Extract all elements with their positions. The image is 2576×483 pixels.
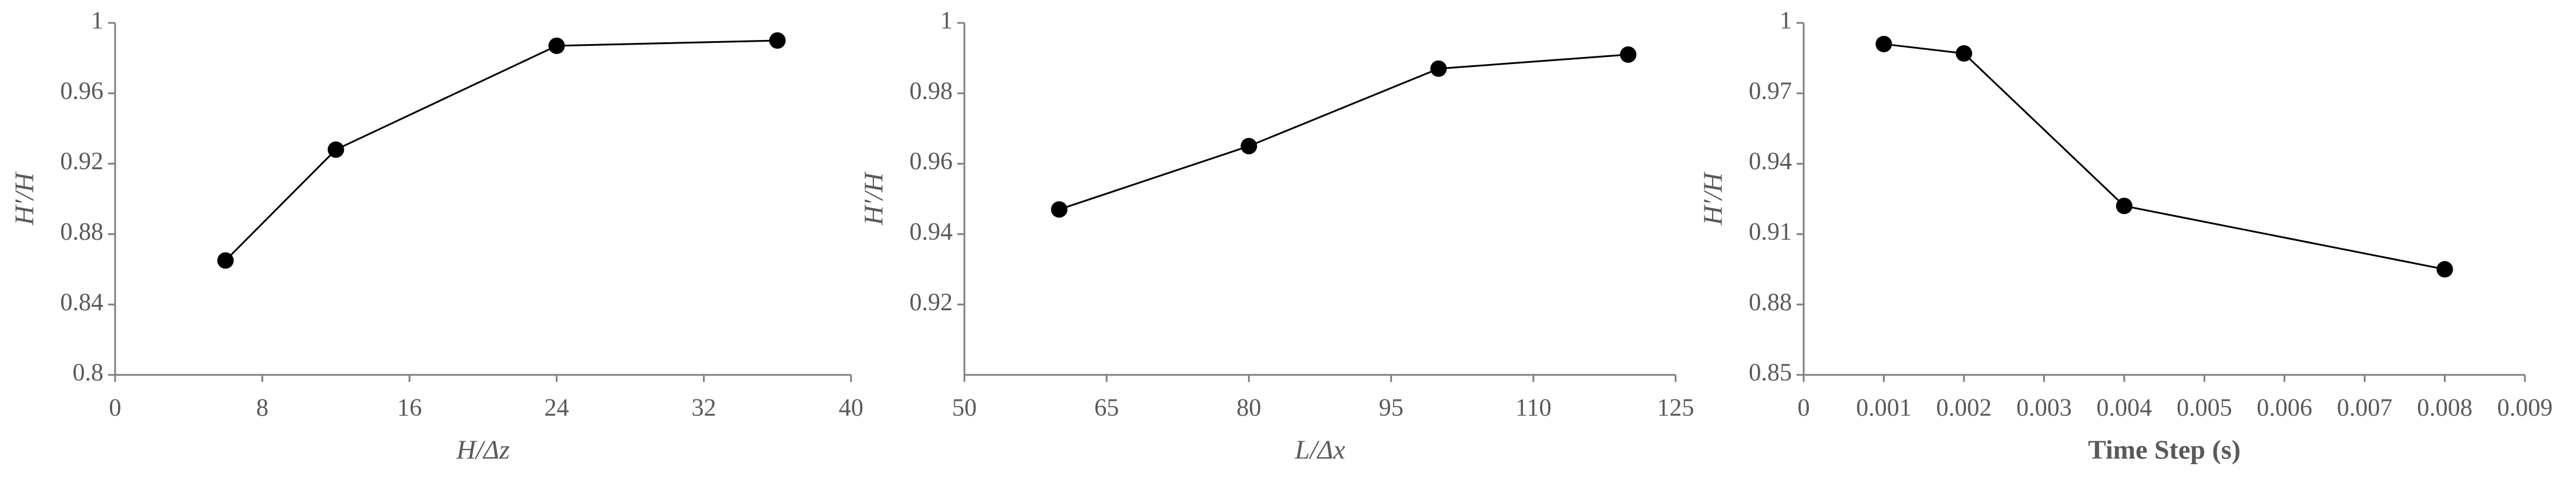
x-tick-label: 0.009 [2497,395,2553,422]
point [1240,137,1257,155]
x-tick-label: 65 [1094,395,1119,422]
y-tick-label: 0.96 [910,148,953,175]
line [1058,53,1629,210]
x-tick-label: 0 [109,395,122,422]
x-tick-label: 0.004 [2097,395,2153,422]
point [769,32,786,49]
point [1051,201,1068,218]
x-tick-label: 0 [1798,395,1810,422]
y-tick-label: 1 [940,8,953,35]
y-tick-label: 0.88 [1749,289,1793,316]
x-tick-label: 110 [1515,395,1551,422]
y-tick-label: 0.92 [60,148,104,175]
point [1620,46,1637,63]
point [2116,197,2133,214]
x-tick-label: 0.003 [2016,395,2072,422]
y-tick-label: 0.85 [1749,360,1793,387]
y-tick-label: 0.92 [910,289,953,316]
y-tick-label: 1 [1780,8,1792,35]
y-axis-label: H′/H [859,171,889,226]
x-tick-label: 80 [1236,395,1261,422]
line [224,39,778,261]
x-tick-label: 32 [691,395,716,422]
point [1875,35,1892,52]
point [1955,45,1972,62]
y-tick-label: 0.94 [1749,148,1793,175]
x-tick-label: 50 [952,395,977,422]
x-tick-label: 95 [1379,395,1404,422]
x-tick-label: 0.005 [2177,395,2232,422]
point [2436,261,2453,278]
x-axis-label: L/Δx [1294,435,1346,465]
y-tick-label: 0.98 [910,78,953,105]
y-tick-label: 0.97 [1749,78,1793,105]
x-tick-label: 0.008 [2417,395,2473,422]
x-tick-label: 40 [839,395,863,422]
y-tick-label: 0.8 [73,360,104,387]
line [1884,43,2445,270]
x-tick-label: 125 [1657,395,1694,422]
x-tick-label: 16 [397,395,422,422]
y-axis-label: H′/H [1698,171,1728,226]
y-tick-label: 1 [91,8,103,35]
y-tick-label: 0.91 [1749,219,1793,246]
y-tick-label: 0.84 [60,289,104,316]
y-tick-label: 0.88 [60,219,104,246]
x-tick-label: 8 [256,395,268,422]
x-tick-label: 0.002 [1936,395,1992,422]
y-axis-label: H′/H [9,171,39,226]
y-tick-label: 0.96 [60,78,104,105]
x-axis-label: H/Δz [456,435,510,465]
point [1430,60,1447,77]
x-axis-label: Time Step (s) [2088,435,2241,465]
x-tick-label: 24 [544,395,569,422]
x-tick-label: 0.001 [1856,395,1912,422]
point [217,252,234,269]
point [548,37,565,54]
y-tick-label: 0.94 [910,219,953,246]
x-tick-label: 0.007 [2337,395,2393,422]
point [327,141,344,158]
x-tick-label: 0.006 [2256,395,2312,422]
